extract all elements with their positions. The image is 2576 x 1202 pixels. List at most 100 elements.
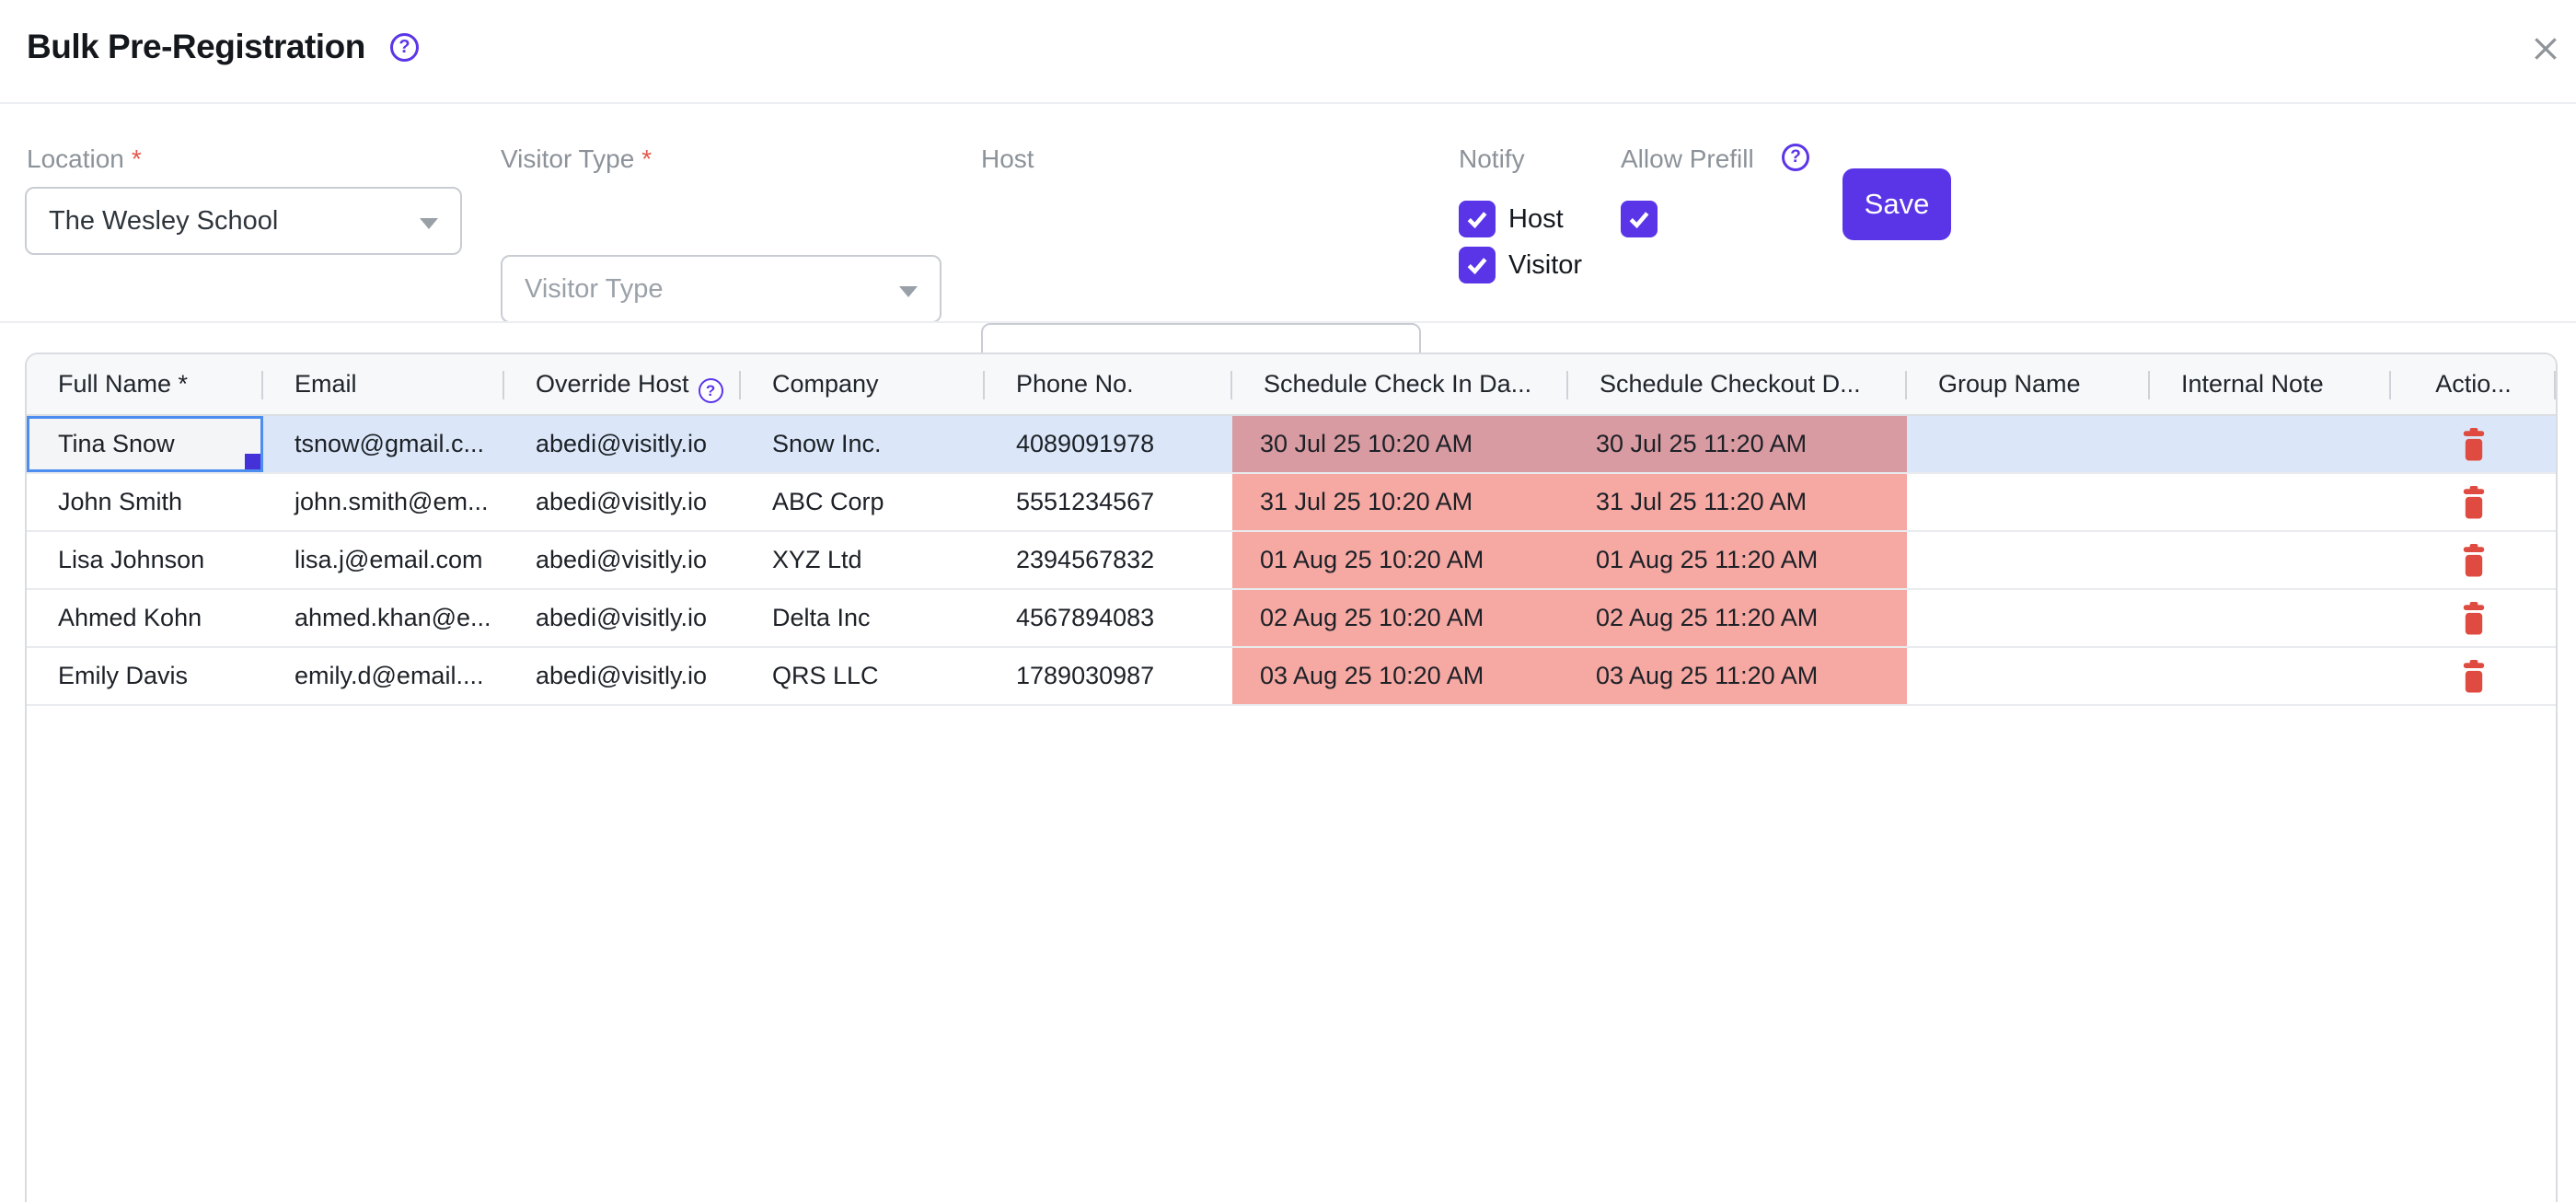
location-select[interactable]: The Wesley School bbox=[25, 187, 462, 255]
required-asterisk: * bbox=[131, 144, 142, 173]
check-in-cell[interactable]: 02 Aug 25 10:20 AM bbox=[1232, 590, 1568, 646]
column-header-label: Override Host bbox=[536, 370, 689, 398]
check-icon bbox=[1467, 258, 1487, 275]
notify-host-option-label: Host bbox=[1508, 203, 1564, 234]
override-host-cell[interactable]: abedi@visitly.io bbox=[536, 604, 707, 631]
page-title: Bulk Pre-Registration bbox=[27, 28, 365, 65]
title-help-icon[interactable]: ? bbox=[390, 33, 419, 62]
location-label: Location * bbox=[27, 144, 142, 173]
save-button[interactable]: Save bbox=[1842, 168, 1951, 240]
group-name-cell[interactable] bbox=[1907, 648, 2150, 704]
company-cell[interactable]: XYZ Ltd bbox=[772, 546, 862, 573]
column-header-label: Group Name bbox=[1938, 370, 2081, 398]
allow-prefill-checkbox[interactable] bbox=[1621, 201, 1658, 237]
internal-note-cell[interactable] bbox=[2150, 648, 2391, 704]
group-name-cell[interactable] bbox=[1907, 532, 2150, 588]
column-header-check-out[interactable]: Schedule Checkout D... bbox=[1568, 354, 1907, 414]
company-cell[interactable]: QRS LLC bbox=[772, 662, 879, 689]
email-cell[interactable]: lisa.j@email.com bbox=[295, 546, 483, 573]
company-cell[interactable]: ABC Corp bbox=[772, 488, 884, 515]
override-host-cell[interactable]: abedi@visitly.io bbox=[536, 546, 707, 573]
column-header-label: Schedule Checkout D... bbox=[1600, 370, 1861, 398]
table-row: Emily Davis emily.d@email.... abedi@visitl… bbox=[27, 648, 2556, 706]
full-name-cell[interactable]: John Smith bbox=[58, 488, 183, 515]
column-header-company[interactable]: Company bbox=[741, 354, 985, 414]
email-cell[interactable]: emily.d@email.... bbox=[295, 662, 484, 689]
check-out-cell[interactable]: 30 Jul 25 11:20 AM bbox=[1568, 416, 1907, 472]
full-name-cell[interactable]: Tina Snow bbox=[27, 416, 263, 472]
notify-visitor-checkbox[interactable] bbox=[1459, 247, 1496, 283]
column-header-group-name[interactable]: Group Name bbox=[1907, 354, 2150, 414]
visitor-type-select[interactable]: Visitor Type bbox=[501, 255, 941, 323]
internal-note-cell[interactable] bbox=[2150, 590, 2391, 646]
check-icon bbox=[1467, 212, 1487, 229]
full-name-cell[interactable]: Lisa Johnson bbox=[58, 546, 205, 573]
column-header-actions[interactable]: Actio... bbox=[2391, 354, 2556, 414]
check-in-cell[interactable]: 31 Jul 25 10:20 AM bbox=[1232, 474, 1568, 530]
check-in-cell[interactable]: 03 Aug 25 10:20 AM bbox=[1232, 648, 1568, 704]
company-cell[interactable]: Snow Inc. bbox=[741, 416, 985, 472]
email-cell[interactable]: tsnow@gmail.c... bbox=[263, 416, 504, 472]
check-out-cell[interactable]: 01 Aug 25 11:20 AM bbox=[1568, 532, 1907, 588]
column-header-phone[interactable]: Phone No. bbox=[985, 354, 1232, 414]
trash-icon bbox=[2463, 543, 2484, 577]
column-header-email[interactable]: Email bbox=[263, 354, 504, 414]
close-icon[interactable] bbox=[2529, 33, 2562, 66]
table-row: Lisa Johnson lisa.j@email.com abedi@visitl… bbox=[27, 532, 2556, 590]
fill-handle[interactable] bbox=[245, 454, 260, 469]
visitor-type-label: Visitor Type * bbox=[501, 144, 653, 173]
override-host-cell[interactable]: abedi@visitly.io bbox=[536, 662, 707, 689]
override-host-help-icon[interactable]: ? bbox=[698, 378, 723, 403]
delete-row-button[interactable] bbox=[2460, 427, 2488, 461]
host-label: Host bbox=[981, 144, 1034, 173]
check-in-cell[interactable]: 01 Aug 25 10:20 AM bbox=[1232, 532, 1568, 588]
header-divider bbox=[0, 102, 2576, 104]
notify-label: Notify bbox=[1459, 144, 1525, 173]
chevron-down-icon bbox=[420, 218, 438, 229]
company-cell[interactable]: Delta Inc bbox=[772, 604, 871, 631]
group-name-cell[interactable] bbox=[1907, 590, 2150, 646]
phone-cell[interactable]: 4567894083 bbox=[1016, 604, 1155, 631]
override-host-cell[interactable]: abedi@visitly.io bbox=[536, 488, 707, 515]
column-header-override-host[interactable]: Override Host? bbox=[504, 354, 741, 414]
delete-row-button[interactable] bbox=[2460, 543, 2488, 577]
delete-row-button[interactable] bbox=[2460, 601, 2488, 635]
check-out-cell[interactable]: 31 Jul 25 11:20 AM bbox=[1568, 474, 1907, 530]
column-header-internal-note[interactable]: Internal Note bbox=[2150, 354, 2391, 414]
pre-registration-grid: Full Name * Email Override Host? Company Pho… bbox=[25, 353, 2558, 1202]
column-header-full-name[interactable]: Full Name * bbox=[27, 354, 263, 414]
phone-cell[interactable]: 4089091978 bbox=[985, 416, 1232, 472]
close-x-glyph bbox=[2535, 37, 2557, 60]
phone-cell[interactable]: 2394567832 bbox=[1016, 546, 1155, 573]
column-header-label: Phone No. bbox=[1016, 370, 1134, 398]
chevron-down-icon bbox=[899, 286, 918, 297]
check-in-cell[interactable]: 30 Jul 25 10:20 AM bbox=[1232, 416, 1568, 472]
notify-host-checkbox[interactable] bbox=[1459, 201, 1496, 237]
check-icon bbox=[1629, 212, 1649, 229]
allow-prefill-help-icon[interactable]: ? bbox=[1782, 144, 1809, 171]
phone-cell[interactable]: 1789030987 bbox=[1016, 662, 1155, 689]
internal-note-cell[interactable] bbox=[2150, 532, 2391, 588]
delete-row-button[interactable] bbox=[2460, 659, 2488, 693]
allow-prefill-label: Allow Prefill bbox=[1621, 144, 1754, 173]
table-row: John Smith john.smith@em... abedi@visitly.… bbox=[27, 474, 2556, 532]
check-out-cell[interactable]: 03 Aug 25 11:20 AM bbox=[1568, 648, 1907, 704]
full-name-cell[interactable]: Ahmed Kohn bbox=[58, 604, 202, 631]
internal-note-cell[interactable] bbox=[2150, 474, 2391, 530]
actions-cell bbox=[2391, 474, 2556, 530]
column-header-label: Actio... bbox=[2435, 370, 2512, 398]
internal-note-cell[interactable] bbox=[2150, 416, 2391, 472]
phone-cell[interactable]: 5551234567 bbox=[1016, 488, 1155, 515]
notify-visitor-option-label: Visitor bbox=[1508, 249, 1583, 280]
email-cell[interactable]: ahmed.khan@e... bbox=[295, 604, 491, 631]
column-header-label: Email bbox=[295, 370, 357, 398]
check-out-cell[interactable]: 02 Aug 25 11:20 AM bbox=[1568, 590, 1907, 646]
delete-row-button[interactable] bbox=[2460, 485, 2488, 519]
group-name-cell[interactable] bbox=[1907, 416, 2150, 472]
full-name-cell[interactable]: Emily Davis bbox=[58, 662, 189, 689]
trash-icon bbox=[2463, 485, 2484, 519]
override-host-cell[interactable]: abedi@visitly.io bbox=[504, 416, 741, 472]
group-name-cell[interactable] bbox=[1907, 474, 2150, 530]
email-cell[interactable]: john.smith@em... bbox=[295, 488, 489, 515]
column-header-check-in[interactable]: Schedule Check In Da... bbox=[1232, 354, 1568, 414]
